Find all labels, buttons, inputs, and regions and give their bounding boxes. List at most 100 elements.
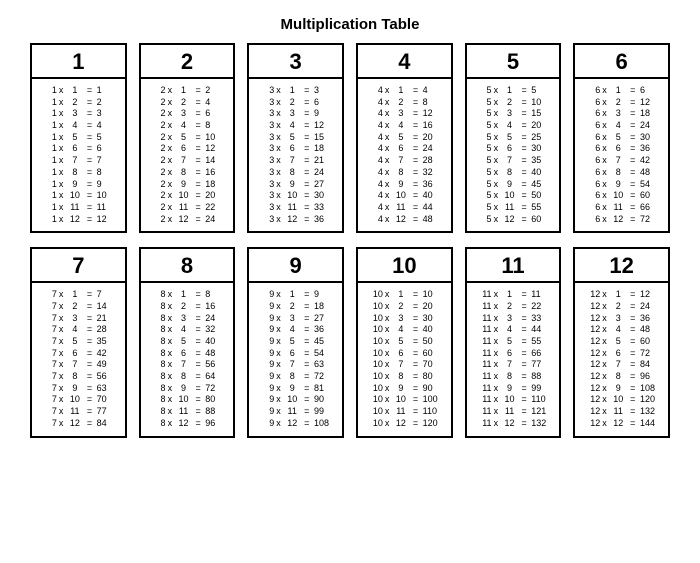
equation-row: 2x5=10 — [141, 132, 234, 144]
equation-row: 7x4=28 — [32, 324, 125, 336]
table-body: 2x1=22x2=42x3=62x4=82x5=102x6=122x7=142x… — [141, 79, 234, 231]
equation-row: 3x8=24 — [249, 167, 342, 179]
equation-row: 8x9=72 — [141, 383, 234, 395]
equation-row: 2x11=22 — [141, 202, 234, 214]
equation-row: 10x10=100 — [358, 394, 451, 406]
equation-row: 9x10=90 — [249, 394, 342, 406]
equation-row: 5x8=40 — [467, 167, 560, 179]
equation-row: 2x12=24 — [141, 214, 234, 226]
equation-row: 4x9=36 — [358, 179, 451, 191]
equation-row: 5x11=55 — [467, 202, 560, 214]
equation-row: 7x1=7 — [32, 289, 125, 301]
equation-row: 2x4=8 — [141, 120, 234, 132]
times-table-6: 66x1=66x2=126x3=186x4=246x5=306x6=366x7=… — [573, 43, 670, 233]
equation-row: 5x6=30 — [467, 143, 560, 155]
equation-row: 7x7=49 — [32, 359, 125, 371]
table-body: 1x1=11x2=21x3=31x4=41x5=51x6=61x7=71x8=8… — [32, 79, 125, 231]
times-table-9: 99x1=99x2=189x3=279x4=369x5=459x6=549x7=… — [247, 247, 344, 437]
times-table-12: 1212x1=1212x2=2412x3=3612x4=4812x5=6012x… — [573, 247, 670, 437]
equation-row: 4x2=8 — [358, 97, 451, 109]
equation-row: 1x2=2 — [32, 97, 125, 109]
equation-row: 10x2=20 — [358, 301, 451, 313]
equation-row: 4x3=12 — [358, 108, 451, 120]
equation-row: 2x10=20 — [141, 190, 234, 202]
equation-row: 9x9=81 — [249, 383, 342, 395]
equation-row: 11x4=44 — [467, 324, 560, 336]
table-header: 3 — [249, 45, 342, 79]
table-header: 11 — [467, 249, 560, 283]
equation-row: 7x2=14 — [32, 301, 125, 313]
equation-row: 9x8=72 — [249, 371, 342, 383]
equation-row: 12x12=144 — [575, 418, 668, 430]
times-table-8: 88x1=88x2=168x3=248x4=328x5=408x6=488x7=… — [139, 247, 236, 437]
equation-row: 6x8=48 — [575, 167, 668, 179]
equation-row: 4x4=16 — [358, 120, 451, 132]
equation-row: 9x11=99 — [249, 406, 342, 418]
equation-row: 8x8=64 — [141, 371, 234, 383]
equation-row: 7x5=35 — [32, 336, 125, 348]
equation-row: 8x10=80 — [141, 394, 234, 406]
table-body: 10x1=1010x2=2010x3=3010x4=4010x5=5010x6=… — [358, 283, 451, 435]
equation-row: 3x5=15 — [249, 132, 342, 144]
table-body: 12x1=1212x2=2412x3=3612x4=4812x5=6012x6=… — [575, 283, 668, 435]
equation-row: 6x3=18 — [575, 108, 668, 120]
page-title: Multiplication Table — [0, 0, 700, 43]
equation-row: 7x12=84 — [32, 418, 125, 430]
equation-row: 6x4=24 — [575, 120, 668, 132]
equation-row: 1x1=1 — [32, 85, 125, 97]
equation-row: 12x3=36 — [575, 313, 668, 325]
table-body: 11x1=1111x2=2211x3=3311x4=4411x5=5511x6=… — [467, 283, 560, 435]
equation-row: 3x7=21 — [249, 155, 342, 167]
equation-row: 4x10=40 — [358, 190, 451, 202]
equation-row: 4x12=48 — [358, 214, 451, 226]
equation-row: 6x9=54 — [575, 179, 668, 191]
equation-row: 8x6=48 — [141, 348, 234, 360]
times-table-3: 33x1=33x2=63x3=93x4=123x5=153x6=183x7=21… — [247, 43, 344, 233]
table-header: 1 — [32, 45, 125, 79]
equation-row: 8x4=32 — [141, 324, 234, 336]
equation-row: 7x10=70 — [32, 394, 125, 406]
equation-row: 6x2=12 — [575, 97, 668, 109]
equation-row: 5x4=20 — [467, 120, 560, 132]
equation-row: 8x11=88 — [141, 406, 234, 418]
equation-row: 5x10=50 — [467, 190, 560, 202]
equation-row: 1x8=8 — [32, 167, 125, 179]
equation-row: 12x5=60 — [575, 336, 668, 348]
equation-row: 6x10=60 — [575, 190, 668, 202]
equation-row: 3x6=18 — [249, 143, 342, 155]
equation-row: 9x2=18 — [249, 301, 342, 313]
equation-row: 11x12=132 — [467, 418, 560, 430]
table-header: 12 — [575, 249, 668, 283]
equation-row: 1x12=12 — [32, 214, 125, 226]
equation-row: 10x6=60 — [358, 348, 451, 360]
equation-row: 3x11=33 — [249, 202, 342, 214]
equation-row: 10x4=40 — [358, 324, 451, 336]
equation-row: 7x11=77 — [32, 406, 125, 418]
table-header: 9 — [249, 249, 342, 283]
equation-row: 10x7=70 — [358, 359, 451, 371]
table-body: 6x1=66x2=126x3=186x4=246x5=306x6=366x7=4… — [575, 79, 668, 231]
equation-row: 2x2=4 — [141, 97, 234, 109]
equation-row: 12x8=96 — [575, 371, 668, 383]
equation-row: 2x8=16 — [141, 167, 234, 179]
times-table-7: 77x1=77x2=147x3=217x4=287x5=357x6=427x7=… — [30, 247, 127, 437]
equation-row: 7x3=21 — [32, 313, 125, 325]
equation-row: 11x9=99 — [467, 383, 560, 395]
equation-row: 12x7=84 — [575, 359, 668, 371]
table-header: 2 — [141, 45, 234, 79]
equation-row: 9x5=45 — [249, 336, 342, 348]
equation-row: 1x10=10 — [32, 190, 125, 202]
equation-row: 1x9=9 — [32, 179, 125, 191]
equation-row: 10x11=110 — [358, 406, 451, 418]
equation-row: 4x8=32 — [358, 167, 451, 179]
times-table-2: 22x1=22x2=42x3=62x4=82x5=102x6=122x7=142… — [139, 43, 236, 233]
equation-row: 11x1=11 — [467, 289, 560, 301]
equation-row: 2x1=2 — [141, 85, 234, 97]
table-header: 6 — [575, 45, 668, 79]
equation-row: 12x4=48 — [575, 324, 668, 336]
equation-row: 2x6=12 — [141, 143, 234, 155]
equation-row: 10x5=50 — [358, 336, 451, 348]
equation-row: 11x3=33 — [467, 313, 560, 325]
table-body: 7x1=77x2=147x3=217x4=287x5=357x6=427x7=4… — [32, 283, 125, 435]
equation-row: 3x9=27 — [249, 179, 342, 191]
